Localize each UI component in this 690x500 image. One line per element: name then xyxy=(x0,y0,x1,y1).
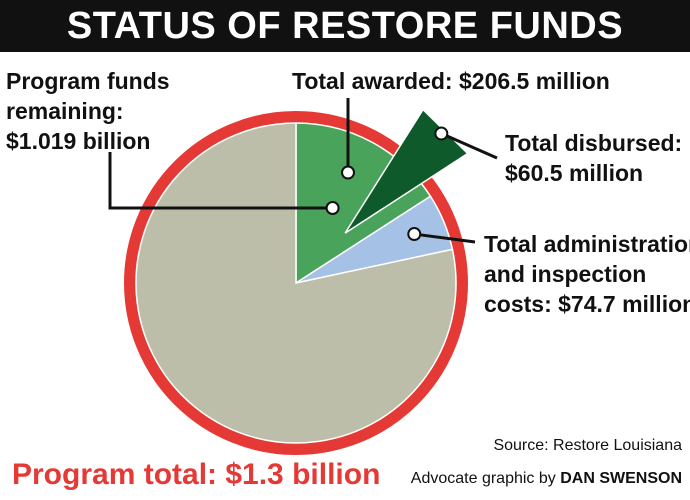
chart-title: STATUS OF RESTORE FUNDS xyxy=(0,0,690,52)
label-disbursed: Total disbursed: $60.5 million xyxy=(505,128,682,188)
program-total-label: Program total: $1.3 billion xyxy=(12,458,381,491)
label-remaining-line: Program funds xyxy=(6,68,170,94)
leader-admin xyxy=(414,232,476,244)
slice-remaining xyxy=(135,122,457,444)
label-remaining-line: $1.019 billion xyxy=(6,128,151,154)
leader-disbursed xyxy=(440,132,498,160)
label-admin-line: costs: $74.7 million xyxy=(484,291,690,317)
label-admin-line: Total administration xyxy=(484,231,690,257)
source-note: Source: Restore Louisiana xyxy=(493,437,682,454)
label-disbursed-line: $60.5 million xyxy=(505,160,644,186)
leader-remaining xyxy=(108,152,333,210)
leader-disbursed-dot xyxy=(434,126,449,141)
leader-remaining-dot xyxy=(325,201,340,215)
leader-admin-dot xyxy=(407,227,422,242)
label-remaining: Program funds remaining: $1.019 billion xyxy=(6,66,170,156)
program-total-ring xyxy=(124,111,468,455)
label-awarded-line: Total awarded: $206.5 million xyxy=(292,68,610,94)
label-admin: Total administration and inspection cost… xyxy=(484,229,690,319)
credit-prefix: Advocate graphic by xyxy=(410,470,561,487)
leader-awarded-dot xyxy=(341,165,355,180)
credit-note: Advocate graphic by DAN SWENSON xyxy=(411,470,682,488)
label-remaining-line: remaining: xyxy=(6,98,124,124)
label-disbursed-line: Total disbursed: xyxy=(505,130,683,156)
credit-name: DAN SWENSON xyxy=(560,470,682,487)
label-awarded: Total awarded: $206.5 million xyxy=(292,66,610,96)
label-admin-line: and inspection xyxy=(484,261,647,287)
